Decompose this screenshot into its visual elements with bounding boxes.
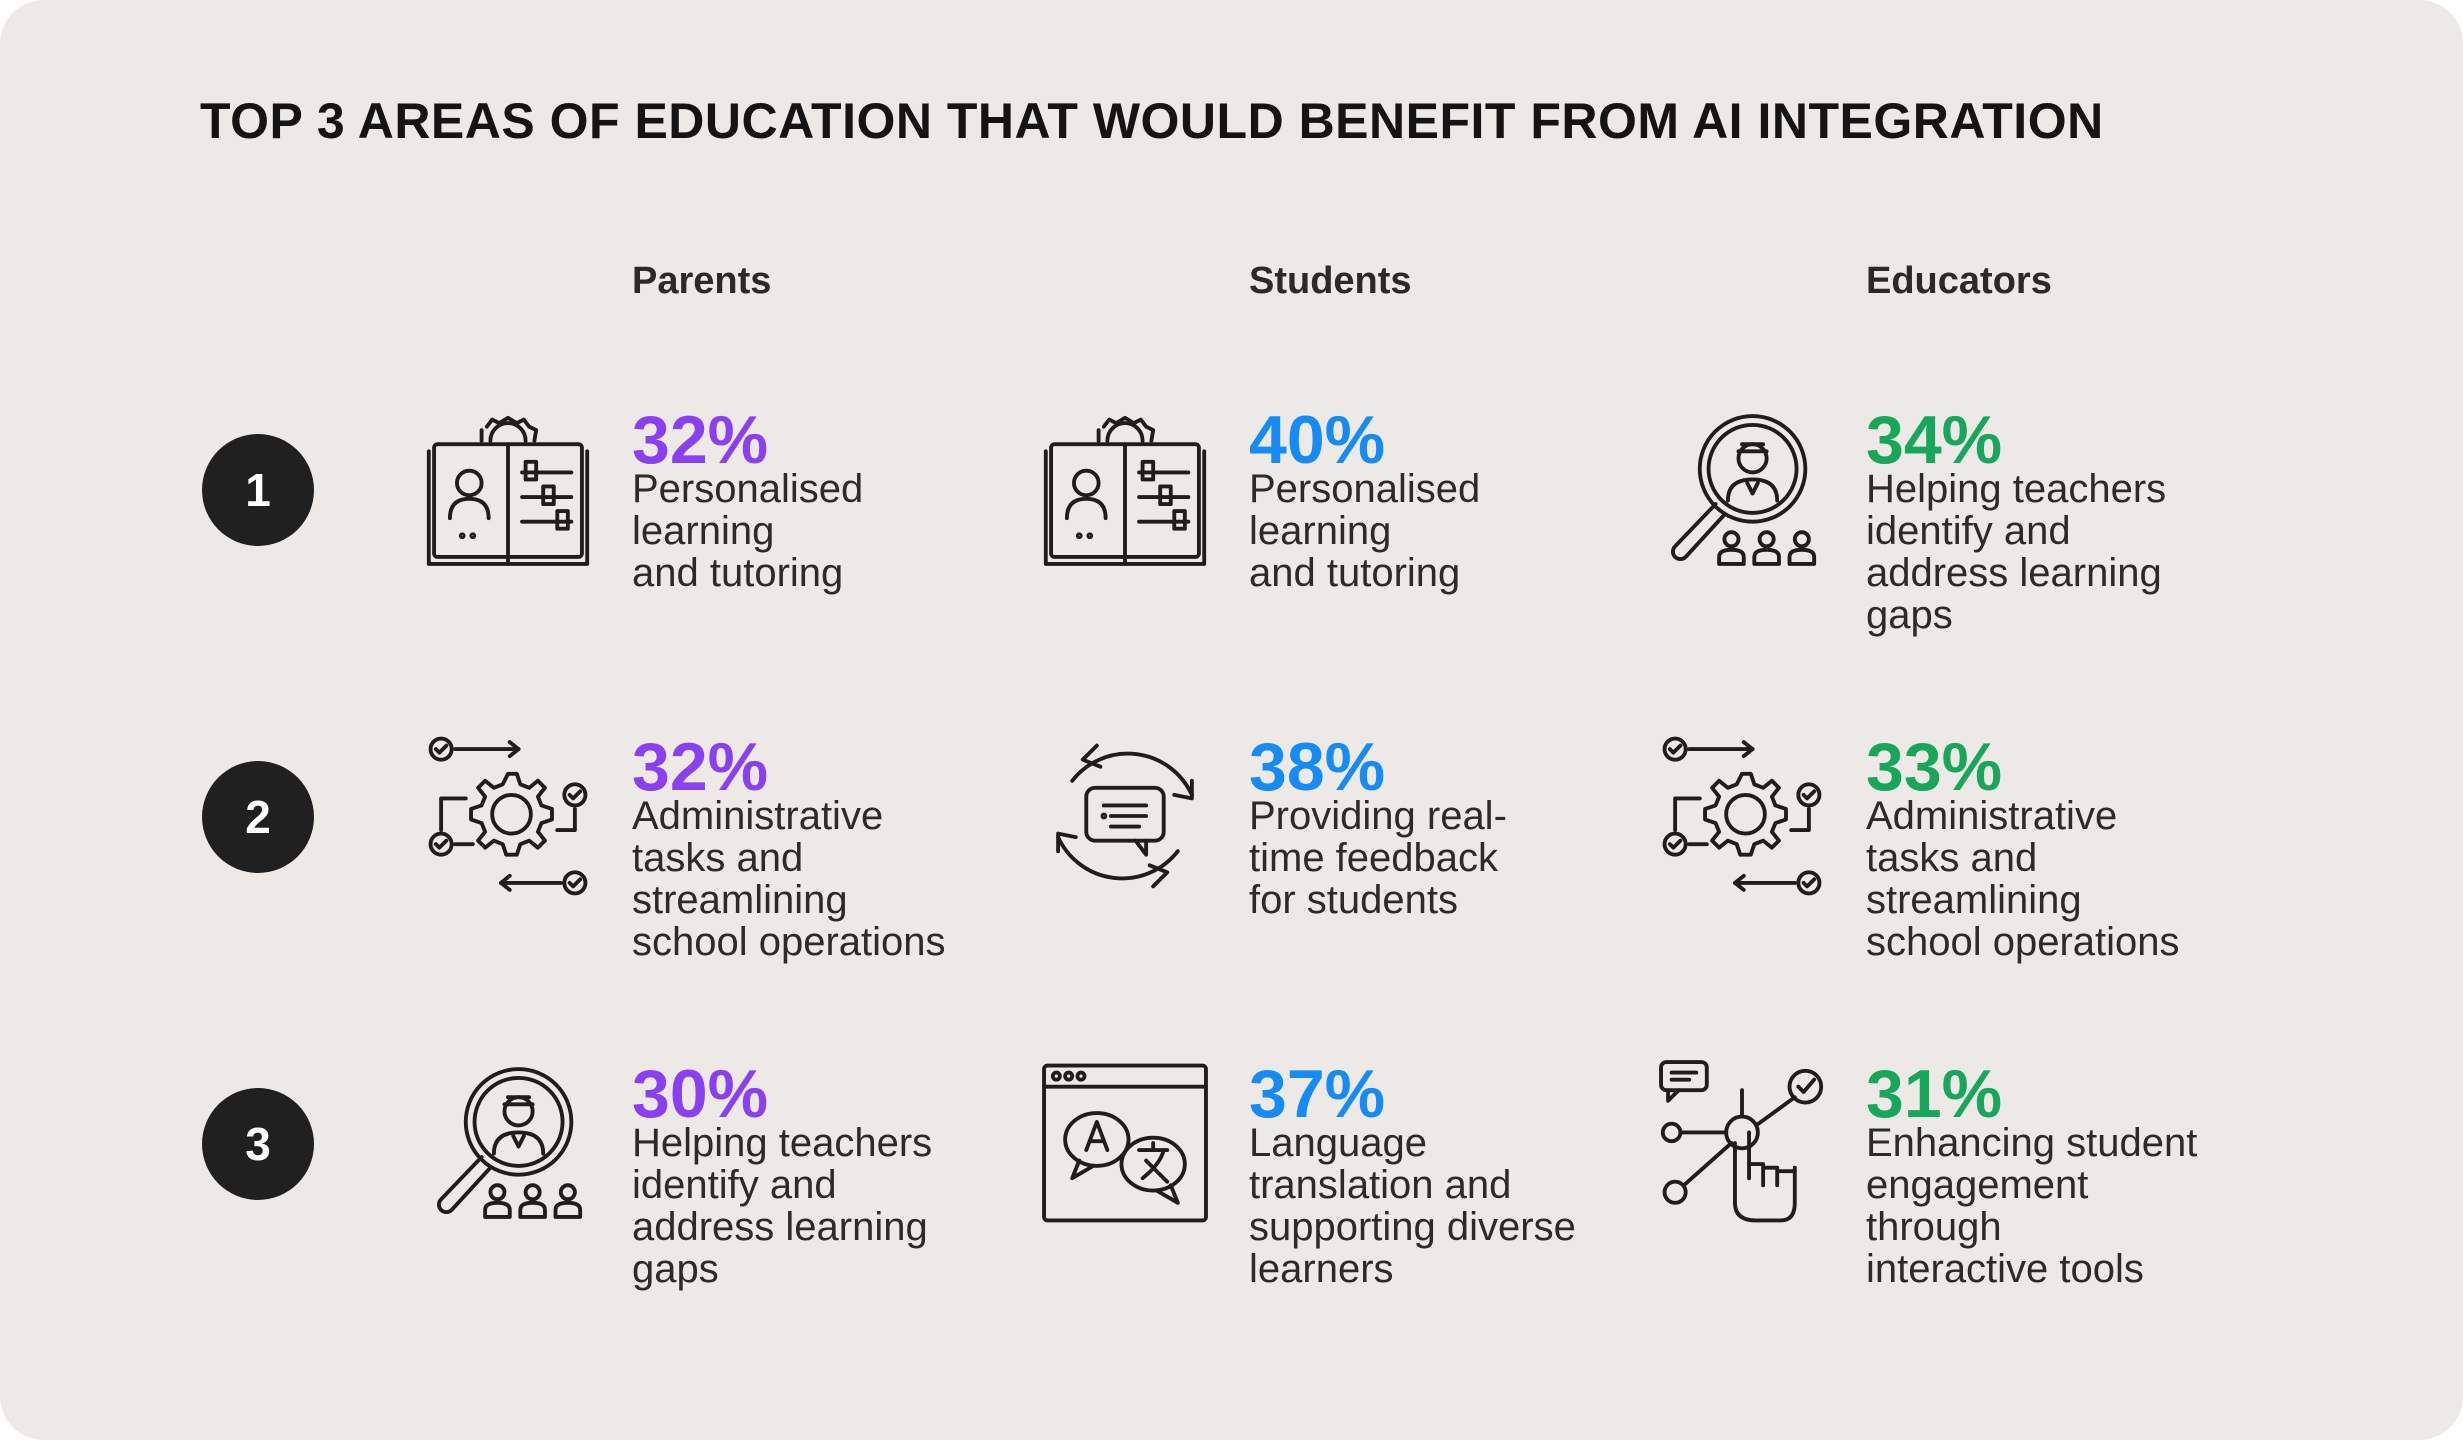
hand-network-icon: [1654, 1055, 1830, 1231]
rank-badge-1: 1: [202, 434, 314, 546]
percent-value: 38%: [1249, 729, 1386, 805]
refresh-chat-icon: [1037, 728, 1213, 904]
area-description: Personalised learning and tutoring: [632, 467, 864, 595]
column-header-students: Students: [1249, 260, 1412, 302]
area-description: Administrative tasks and streamlining sc…: [1866, 794, 2180, 964]
column-header-educators: Educators: [1866, 260, 2052, 302]
percent-value: 31%: [1866, 1056, 2003, 1132]
area-description: Enhancing student engagement through int…: [1866, 1121, 2198, 1291]
magnifier-people-icon: [1654, 402, 1830, 578]
percent-value: 33%: [1866, 729, 2003, 805]
rank-badge-2: 2: [202, 761, 314, 873]
book-profile-gear-icon: [1037, 402, 1213, 578]
area-description: Language translation and supporting dive…: [1249, 1121, 1576, 1291]
book-profile-gear-icon: [420, 402, 596, 578]
percent-value: 40%: [1249, 402, 1386, 478]
percent-value: 32%: [632, 729, 769, 805]
area-description: Helping teachers identify and address le…: [1866, 467, 2167, 637]
area-description: Helping teachers identify and address le…: [632, 1121, 933, 1291]
area-description: Personalised learning and tutoring: [1249, 467, 1481, 595]
translation-window-icon: [1037, 1055, 1213, 1231]
gear-workflow-icon: [1654, 728, 1830, 904]
rank-badge-3: 3: [202, 1088, 314, 1200]
percent-value: 34%: [1866, 402, 2003, 478]
page-title: TOP 3 AREAS OF EDUCATION THAT WOULD BENE…: [200, 93, 2104, 149]
area-description: Administrative tasks and streamlining sc…: [632, 794, 946, 964]
area-description: Providing real- time feedback for studen…: [1249, 794, 1507, 922]
magnifier-people-icon: [420, 1055, 596, 1231]
percent-value: 30%: [632, 1056, 769, 1132]
percent-value: 32%: [632, 402, 769, 478]
percent-value: 37%: [1249, 1056, 1386, 1132]
gear-workflow-icon: [420, 728, 596, 904]
column-header-parents: Parents: [632, 260, 772, 302]
